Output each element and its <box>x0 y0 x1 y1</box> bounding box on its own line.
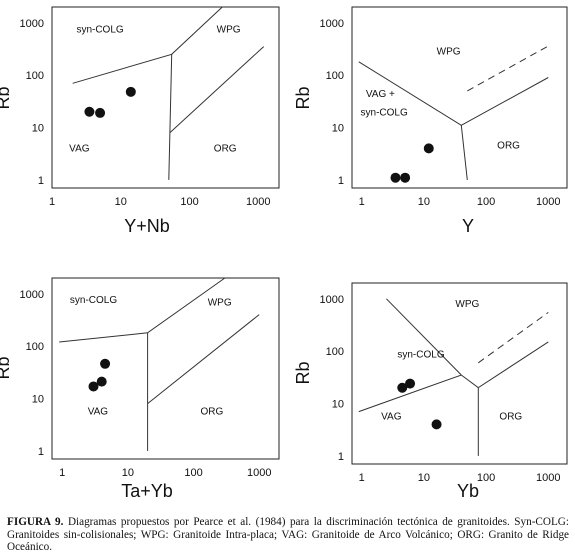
boundary-line <box>358 341 549 413</box>
x-tick-label: 1000 <box>246 196 270 208</box>
region-label: VAG <box>88 406 109 417</box>
region-label: VAG <box>381 411 402 422</box>
region-label: WPG <box>437 46 461 57</box>
x-axis-label: Yb <box>457 481 479 501</box>
plot-frame <box>351 282 568 465</box>
y-tick-label: 100 <box>26 70 44 82</box>
x-tick-label: 1 <box>359 472 365 484</box>
y-tick-label: 1 <box>38 446 44 458</box>
y-tick-label: 100 <box>326 346 344 358</box>
boundary-line <box>460 125 468 180</box>
y-tick-label: 1000 <box>320 294 344 306</box>
data-point <box>431 419 442 430</box>
y-tick-label: 10 <box>332 123 344 135</box>
x-tick-label: 100 <box>477 196 495 208</box>
boundary-line <box>169 46 265 133</box>
x-tick-label: 1 <box>59 467 65 479</box>
boundary-line <box>168 54 173 180</box>
caption-label: FIGURA 9. <box>7 516 64 528</box>
y-tick-label: 100 <box>26 341 44 353</box>
region-label: ORG <box>499 411 522 422</box>
data-point <box>390 172 401 183</box>
plot-frame <box>351 6 568 189</box>
region-label: ORG <box>214 143 237 154</box>
x-tick-label: 1000 <box>536 472 560 484</box>
region-label: syn-COLG <box>70 295 117 306</box>
x-tick-label: 10 <box>115 196 127 208</box>
x-tick-label: 1000 <box>536 196 560 208</box>
boundary-line <box>59 277 226 343</box>
figure-caption: FIGURA 9. Diagramas propuestos por Pearc… <box>7 516 569 554</box>
x-tick-label: 100 <box>180 196 198 208</box>
data-point <box>96 376 107 387</box>
region-label: WPG <box>208 297 232 308</box>
data-point <box>95 107 106 118</box>
boundary-line <box>147 314 260 404</box>
boundary-line <box>72 6 223 84</box>
plot-frame <box>51 6 280 189</box>
y-tick-label: 100 <box>326 70 344 82</box>
region-label: syn-COLG <box>397 350 444 361</box>
y-tick-label: 1000 <box>320 18 344 30</box>
y-tick-label: 1000 <box>20 289 44 301</box>
y-tick-label: 1 <box>338 175 344 187</box>
data-point <box>397 382 408 393</box>
data-point <box>88 381 99 392</box>
region-label: WPG <box>455 299 479 310</box>
y-tick-label: 1 <box>38 175 44 187</box>
data-point <box>125 86 136 97</box>
y-axis-label: Rb <box>293 361 313 384</box>
dashed-boundary-line <box>467 45 549 92</box>
y-axis-label: Rb <box>0 356 13 379</box>
x-tick-label: 100 <box>477 472 495 484</box>
region-label: WPG <box>217 25 241 36</box>
x-axis-label: Ta+Yb <box>121 481 173 501</box>
y-axis-label: Rb <box>0 86 13 109</box>
region-label: syn-COLG <box>76 25 123 36</box>
y-tick-label: 1000 <box>20 18 44 30</box>
x-tick-label: 10 <box>122 467 134 479</box>
region-label: VAG <box>69 143 90 154</box>
x-tick-label: 10 <box>418 472 430 484</box>
y-axis-label: Rb <box>293 86 313 109</box>
region-label: VAG + <box>366 89 395 100</box>
x-axis-label: Y+Nb <box>124 216 170 236</box>
region-label: ORG <box>200 406 223 417</box>
data-point <box>423 143 434 154</box>
y-tick-label: 10 <box>32 123 44 135</box>
boundary-line <box>386 298 462 376</box>
data-point <box>400 172 411 183</box>
data-point <box>405 378 416 389</box>
x-tick-label: 10 <box>418 196 430 208</box>
region-label: ORG <box>497 140 520 151</box>
data-point <box>100 358 111 369</box>
y-tick-label: 1 <box>338 451 344 463</box>
figure-panels: 1 10 100 1000 1 10 100 1000 syn-COLG WPG VAG ORG Y+N… <box>0 6 568 501</box>
data-point <box>84 106 95 117</box>
x-tick-label: 1 <box>359 196 365 208</box>
x-axis-label: Y <box>462 216 474 236</box>
y-tick-label: 10 <box>332 399 344 411</box>
x-tick-label: 100 <box>184 467 202 479</box>
region-label: syn-COLG <box>361 107 408 118</box>
x-tick-label: 1000 <box>247 467 271 479</box>
y-tick-label: 10 <box>32 394 44 406</box>
x-tick-label: 1 <box>49 196 55 208</box>
dashed-boundary-line <box>478 311 549 364</box>
caption-text: Diagramas propuestos por Pearce et al. (… <box>7 516 569 554</box>
plot-frame <box>51 277 280 460</box>
